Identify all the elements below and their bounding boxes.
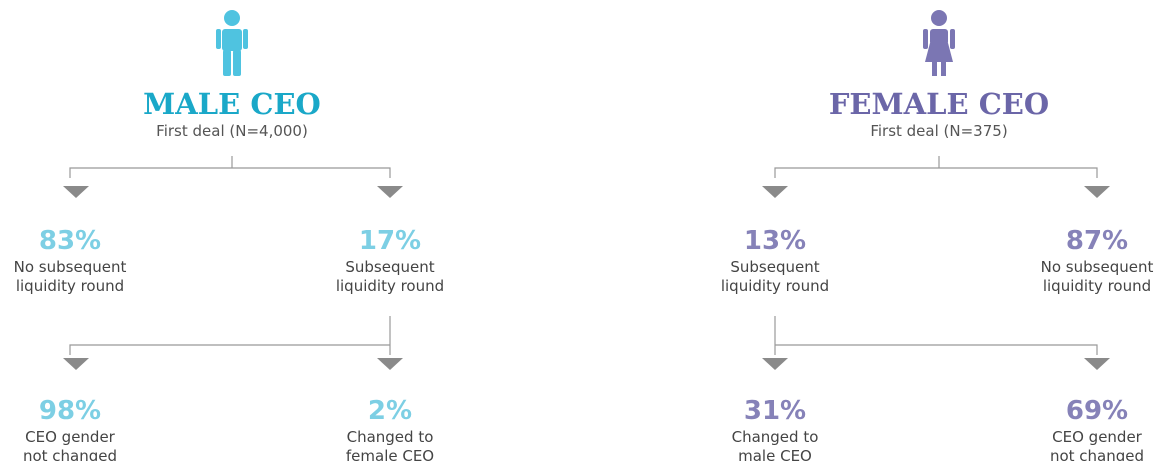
bracket xyxy=(69,156,391,178)
female-icon xyxy=(923,10,955,76)
percent: 13% xyxy=(744,226,806,256)
percent: 17% xyxy=(359,226,421,256)
percent: 69% xyxy=(1066,396,1128,426)
node-label: liquidity round xyxy=(336,277,444,295)
bracket xyxy=(774,156,1098,178)
node-label: CEO gender xyxy=(1052,428,1143,446)
node-label: CEO gender xyxy=(25,428,116,446)
node-label: liquidity round xyxy=(16,277,124,295)
percent: 83% xyxy=(39,226,101,256)
node-label: liquidity round xyxy=(721,277,829,295)
percent: 31% xyxy=(744,396,806,426)
male-icon xyxy=(216,10,248,76)
node-label: Subsequent xyxy=(730,258,819,276)
node-label: Changed to xyxy=(732,428,819,446)
percent: 98% xyxy=(39,396,101,426)
title: FEMALE CEO xyxy=(829,87,1049,121)
node-label: Subsequent xyxy=(345,258,434,276)
node-label: No subsequent xyxy=(1041,258,1154,276)
node-label: male CEO xyxy=(738,447,812,461)
subtitle: First deal (N=4,000) xyxy=(156,122,308,140)
node-label: female CEO xyxy=(346,447,434,461)
title: MALE CEO xyxy=(143,87,321,121)
bracket xyxy=(69,316,391,355)
node-label: not changed xyxy=(23,447,117,461)
subtitle: First deal (N=375) xyxy=(870,122,1007,140)
bracket xyxy=(774,316,1098,355)
node-label: No subsequent xyxy=(14,258,127,276)
percent: 2% xyxy=(368,396,412,426)
node-label: Changed to xyxy=(347,428,434,446)
percent: 87% xyxy=(1066,226,1128,256)
node-label: not changed xyxy=(1050,447,1144,461)
node-label: liquidity round xyxy=(1043,277,1151,295)
arrows xyxy=(63,186,1110,370)
